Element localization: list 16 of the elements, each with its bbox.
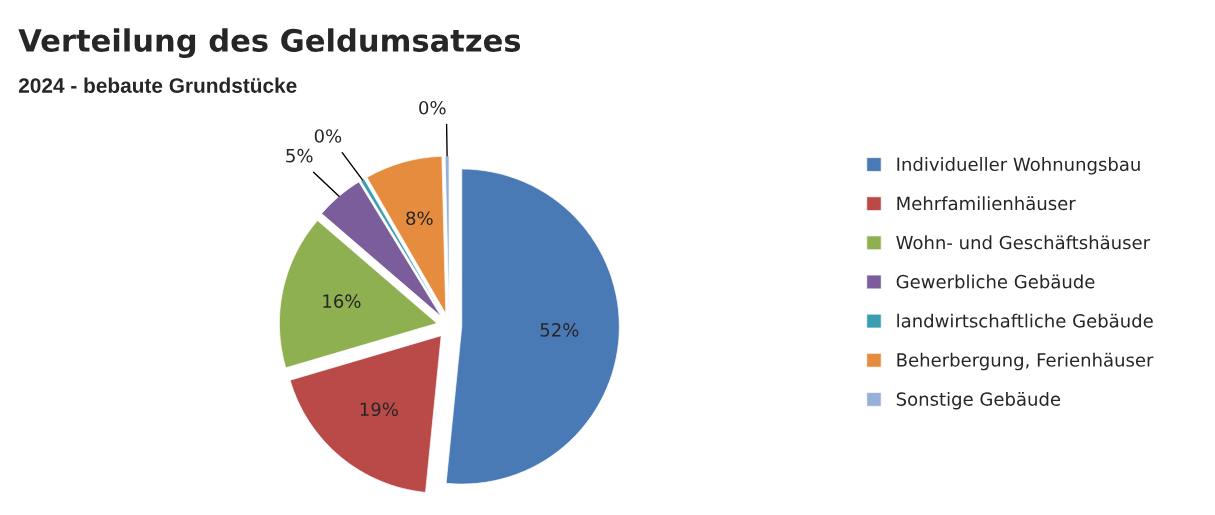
data-label: 8%: [406, 211, 433, 226]
chart-title: Verteilung des Geldumsatzes: [18, 28, 521, 59]
data-label: 19%: [360, 402, 398, 417]
legend-label: Individueller Wohnungsbau: [897, 157, 1140, 175]
data-label: 52%: [540, 323, 579, 337]
legend-label: Gewerbliche Gebäude: [896, 274, 1095, 289]
legend-label: Beherbergung, Ferienhäuser: [897, 352, 1154, 371]
legend-label: Wohn- und Geschäftshäuser: [896, 235, 1151, 250]
legend-label: landwirtschaftliche Gebäude: [897, 313, 1153, 328]
legend-label: Sonstige Gebäude: [896, 391, 1061, 410]
chart-subtitle: 2024 - bebaute Grundstücke: [18, 77, 297, 93]
legend-label: Mehrfamilienhäuser: [897, 196, 1076, 211]
data-label: 16%: [323, 294, 361, 309]
data-label: 5%: [286, 148, 313, 163]
data-label: 0%: [314, 129, 342, 143]
data-label: 0%: [419, 100, 446, 115]
